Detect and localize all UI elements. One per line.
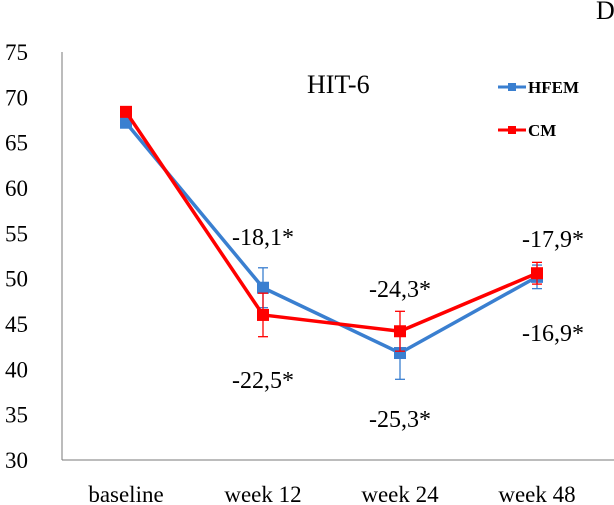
series-layer bbox=[120, 105, 543, 380]
y-tick-label-35: 35 bbox=[5, 403, 28, 428]
y-tick-label-65: 65 bbox=[5, 131, 28, 156]
series-cm bbox=[120, 105, 543, 352]
panel-label: D bbox=[596, 0, 614, 25]
marker-cm-3 bbox=[531, 267, 543, 280]
series-hfem bbox=[120, 116, 543, 380]
marker-cm-0 bbox=[120, 105, 132, 118]
marker-cm-2 bbox=[394, 325, 406, 338]
marker-cm-1 bbox=[257, 308, 269, 321]
legend-hfem-marker bbox=[508, 83, 516, 91]
x-tick-label-1: week 12 bbox=[224, 482, 301, 505]
marker-hfem-1 bbox=[257, 281, 269, 294]
data-label-hfem-3: -16,9* bbox=[522, 321, 584, 347]
x-tick-labels: baseline week 12 week 24 week 48 bbox=[88, 482, 575, 505]
data-label-hfem-2: -25,3* bbox=[369, 407, 431, 433]
chart-title: HIT-6 bbox=[307, 70, 370, 99]
series-line-cm bbox=[124, 110, 538, 334]
series-line-hfem bbox=[124, 121, 538, 355]
x-tick-label-3: week 48 bbox=[498, 482, 575, 505]
y-tick-label-75: 75 bbox=[5, 40, 28, 65]
data-label-cm-3: -17,9* bbox=[522, 227, 584, 253]
y-tick-label-50: 50 bbox=[5, 267, 28, 292]
y-tick-label-70: 70 bbox=[5, 85, 28, 110]
axes bbox=[61, 52, 614, 461]
data-label-hfem-1: -18,1* bbox=[232, 225, 294, 251]
x-tick-label-0: baseline bbox=[88, 482, 163, 505]
y-tick-labels: 30 35 40 45 50 55 60 65 70 75 bbox=[5, 40, 28, 473]
y-tick-label-60: 60 bbox=[5, 176, 28, 201]
y-tick-label-40: 40 bbox=[5, 357, 28, 382]
data-labels: -18,1* -25,3* -16,9* -22,5* -24,3* -17,9* bbox=[232, 225, 584, 433]
legend: HFEM CM bbox=[498, 78, 579, 140]
x-tick-label-2: week 24 bbox=[361, 482, 439, 505]
y-tick-label-45: 45 bbox=[5, 312, 28, 337]
y-tick-label-55: 55 bbox=[5, 221, 28, 246]
legend-cm-marker bbox=[508, 126, 516, 134]
legend-cm-label: CM bbox=[528, 121, 556, 140]
data-label-cm-2: -24,3* bbox=[369, 277, 431, 303]
y-tick-label-30: 30 bbox=[5, 448, 28, 473]
legend-hfem-label: HFEM bbox=[528, 78, 579, 97]
marker-hfem-2 bbox=[394, 347, 406, 360]
marker-hfem-0 bbox=[120, 116, 132, 129]
data-label-cm-1: -22,5* bbox=[232, 368, 294, 394]
